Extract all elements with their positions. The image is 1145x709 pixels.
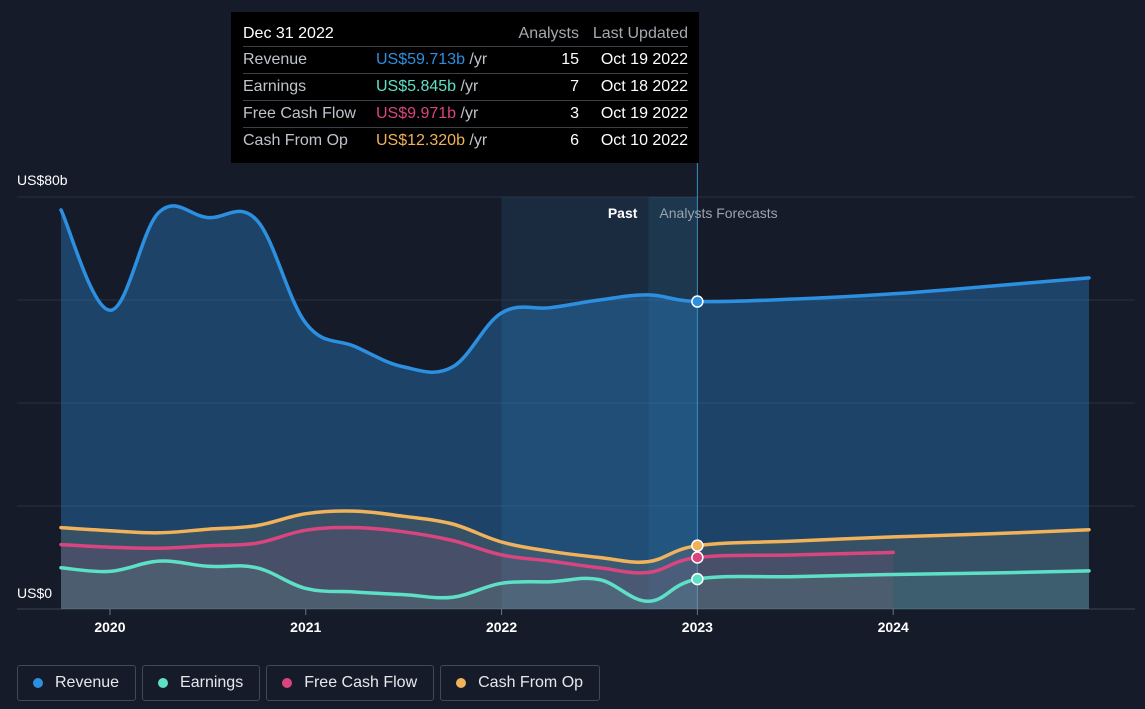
hover-point-cash-from-op: [691, 539, 704, 552]
series-line-cash-from-op: [59, 509, 1091, 564]
past-label: Past: [608, 205, 638, 221]
tooltip-row-revenue: Revenue US$59.713b /yr 15 Oct 19 2022: [243, 47, 688, 74]
legend-item-cash-from-op[interactable]: Cash From Op: [440, 665, 601, 701]
tooltip-unit-revenue: /yr: [464, 51, 488, 68]
legend-dot-free-cash-flow: [282, 678, 293, 688]
tooltip-analysts-free-cash-flow: 3: [570, 105, 579, 122]
tooltip-amount-earnings: US$5.845b: [376, 78, 457, 95]
tooltip-unit-earnings: /yr: [456, 78, 479, 95]
hover-point-earnings: [691, 572, 704, 586]
area-free-cash-flow: [61, 527, 894, 609]
forecast-label: Analysts Forecasts: [659, 205, 777, 221]
tooltip-date: Dec 31 2022: [243, 25, 334, 42]
hover-point-free-cash-flow: [691, 551, 704, 564]
x-tick-label: 2020: [94, 619, 125, 635]
tooltip-analysts-header: Analysts: [518, 25, 579, 42]
past-band: [501, 197, 649, 609]
tooltip-row-free-cash-flow: Free Cash Flow US$9.971b /yr 3 Oct 19 2022: [243, 101, 688, 128]
tooltip-header: Dec 31 2022 Analysts Last Updated: [243, 22, 688, 47]
legend-label-free-cash-flow: Free Cash Flow: [304, 674, 418, 691]
tooltip-unit-free-cash-flow: /yr: [456, 105, 479, 122]
legend-label-earnings: Earnings: [180, 674, 244, 691]
hover-tooltip: Dec 31 2022 Analysts Last Updated Revenu…: [231, 12, 699, 163]
area-revenue: [61, 205, 1089, 609]
series-line-earnings: [59, 559, 1091, 604]
x-tick-label: 2022: [486, 619, 517, 635]
tooltip-amount-free-cash-flow: US$9.971b: [376, 105, 457, 122]
area-earnings: [61, 560, 1089, 609]
forecast-band: [648, 197, 698, 609]
tooltip-updated-cash-from-op: Oct 10 2022: [600, 132, 688, 149]
x-tick-label: 2024: [878, 619, 909, 635]
legend-label-revenue: Revenue: [55, 674, 120, 691]
y-axis-top-label: US$80b: [17, 172, 68, 188]
tooltip-label-cash-from-op: Cash From Op: [243, 132, 348, 149]
tooltip-updated-free-cash-flow: Oct 19 2022: [600, 105, 688, 122]
legend-item-revenue[interactable]: Revenue: [17, 665, 137, 701]
area-cash-from-op: [61, 510, 1089, 609]
tooltip-amount-revenue: US$59.713b: [376, 51, 465, 68]
legend-label-cash-from-op: Cash From Op: [478, 674, 584, 691]
tooltip-row-earnings: Earnings US$5.845b /yr 7 Oct 18 2022: [243, 74, 688, 101]
x-tick-label: 2021: [290, 619, 321, 635]
tooltip-value-free-cash-flow: US$9.971b /yr: [376, 105, 524, 123]
x-tick-label: 2023: [682, 619, 713, 635]
tooltip-updated-revenue: Oct 19 2022: [600, 51, 688, 68]
legend-item-earnings[interactable]: Earnings: [142, 665, 261, 701]
legend-dot-cash-from-op: [456, 678, 467, 688]
legend-dot-revenue: [33, 678, 43, 688]
tooltip-value-earnings: US$5.845b /yr: [376, 78, 524, 96]
chart-legend: Revenue Earnings Free Cash Flow Cash From O…: [17, 665, 601, 701]
tooltip-analysts-revenue: 15: [561, 51, 579, 68]
tooltip-unit-cash-from-op: /yr: [464, 132, 488, 149]
tooltip-label-revenue: Revenue: [243, 51, 308, 68]
tooltip-row-cash-from-op: Cash From Op US$12.320b /yr 6 Oct 10 2022: [243, 128, 688, 154]
legend-item-free-cash-flow[interactable]: Free Cash Flow: [266, 665, 435, 701]
tooltip-amount-cash-from-op: US$12.320b: [376, 132, 465, 149]
tooltip-value-revenue: US$59.713b /yr: [376, 51, 524, 69]
tooltip-label-earnings: Earnings: [243, 78, 307, 95]
y-axis-bottom-label: US$0: [17, 585, 52, 601]
hover-point-revenue: [691, 295, 704, 308]
tooltip-value-cash-from-op: US$12.320b /yr: [376, 132, 524, 150]
tooltip-updated-header: Last Updated: [592, 25, 688, 42]
tooltip-analysts-earnings: 7: [570, 78, 579, 95]
legend-dot-earnings: [158, 678, 169, 688]
tooltip-label-free-cash-flow: Free Cash Flow: [243, 105, 356, 122]
series-line-revenue: [59, 204, 1091, 374]
tooltip-analysts-cash-from-op: 6: [570, 132, 579, 149]
tooltip-updated-earnings: Oct 18 2022: [600, 78, 688, 95]
